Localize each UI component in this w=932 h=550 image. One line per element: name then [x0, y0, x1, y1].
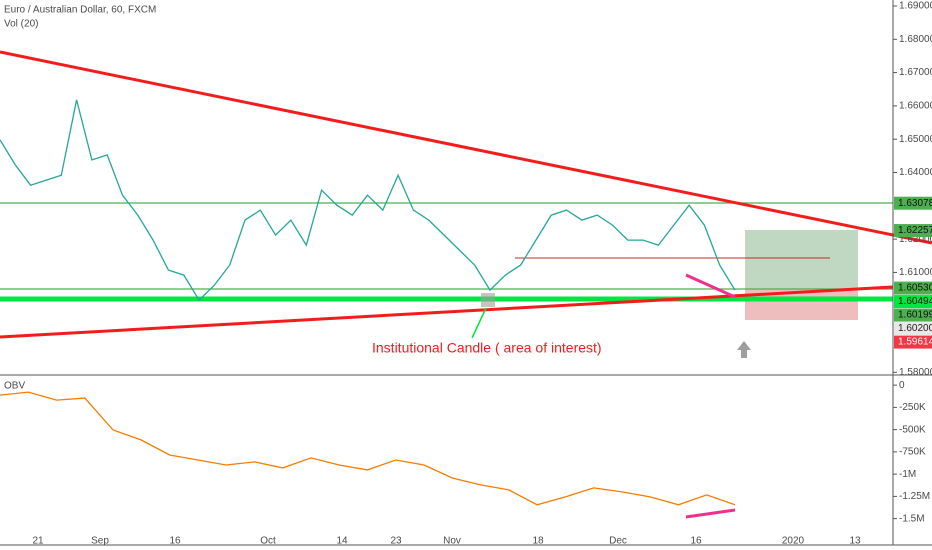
arrow	[471, 307, 487, 339]
price-tag	[894, 196, 932, 210]
price-tag	[894, 308, 932, 322]
price-tag-label: 1.63078	[898, 198, 932, 209]
x-tick-label: 2020	[782, 536, 805, 547]
price-tag	[894, 224, 932, 238]
price-tag-label: 1.60494	[898, 296, 932, 307]
y-tick-label: 1.58000	[899, 367, 932, 378]
y-tick-label: 0	[899, 380, 905, 391]
y-tick-label: 1.61000	[899, 267, 932, 278]
divergence-line	[685, 508, 736, 519]
price-tag-label: 1.60530	[898, 283, 932, 294]
y-tick-label: 1.65000	[899, 134, 932, 145]
price-tag	[894, 295, 932, 309]
candle-highlight	[481, 293, 495, 307]
profit-zone	[745, 230, 858, 289]
y-tick-label: 1.64000	[899, 167, 932, 178]
chart-title: Euro / Australian Dollar, 60, FXCM	[4, 5, 156, 16]
x-tick-label: 16	[690, 536, 702, 547]
y-tick-label: -250K	[899, 402, 926, 413]
y-tick-label: 1.62000	[899, 234, 932, 245]
x-tick-label: Sep	[91, 536, 109, 547]
price-tag-label: 1.60199	[898, 310, 932, 321]
y-tick-label: -1.5M	[899, 513, 925, 524]
y-tick-label: 1.68000	[899, 34, 932, 45]
y-tick-label: -750K	[899, 447, 926, 458]
x-tick-label: 23	[390, 536, 402, 547]
x-tick-label: 18	[532, 536, 544, 547]
x-tick-label: 13	[849, 536, 861, 547]
price-tag	[894, 281, 932, 295]
series-line	[0, 391, 736, 506]
x-tick-label: Nov	[443, 536, 461, 547]
price-tag-label: 1.59614	[898, 337, 932, 348]
x-tick-label: 14	[336, 536, 348, 547]
x-tick-label: Oct	[260, 536, 276, 547]
divergence-line	[685, 273, 736, 299]
trendline	[0, 285, 894, 339]
pane-title: OBV	[4, 381, 25, 392]
y-tick-label: -500K	[899, 424, 926, 435]
x-tick-label: 16	[169, 536, 181, 547]
indicator-label: Vol (20)	[4, 19, 38, 30]
price-tag-label: 1.60200	[898, 323, 932, 334]
price-tag	[894, 335, 932, 349]
y-tick-label: -1M	[899, 469, 916, 480]
trendline	[0, 50, 932, 245]
annotation: Institutional Candle ( area of interest)	[372, 340, 602, 356]
series-line	[0, 99, 736, 302]
y-tick-label: 1.66000	[899, 101, 932, 112]
x-tick-label: 21	[32, 536, 44, 547]
price-tag	[894, 322, 932, 336]
y-tick-label: 1.69000	[899, 1, 932, 12]
up-arrow	[737, 341, 751, 358]
price-tag-label: 1.62257	[898, 225, 932, 236]
y-tick-label: -1.25M	[899, 491, 930, 502]
x-tick-label: Dec	[609, 536, 627, 547]
y-tick-label: 1.67000	[899, 67, 932, 78]
